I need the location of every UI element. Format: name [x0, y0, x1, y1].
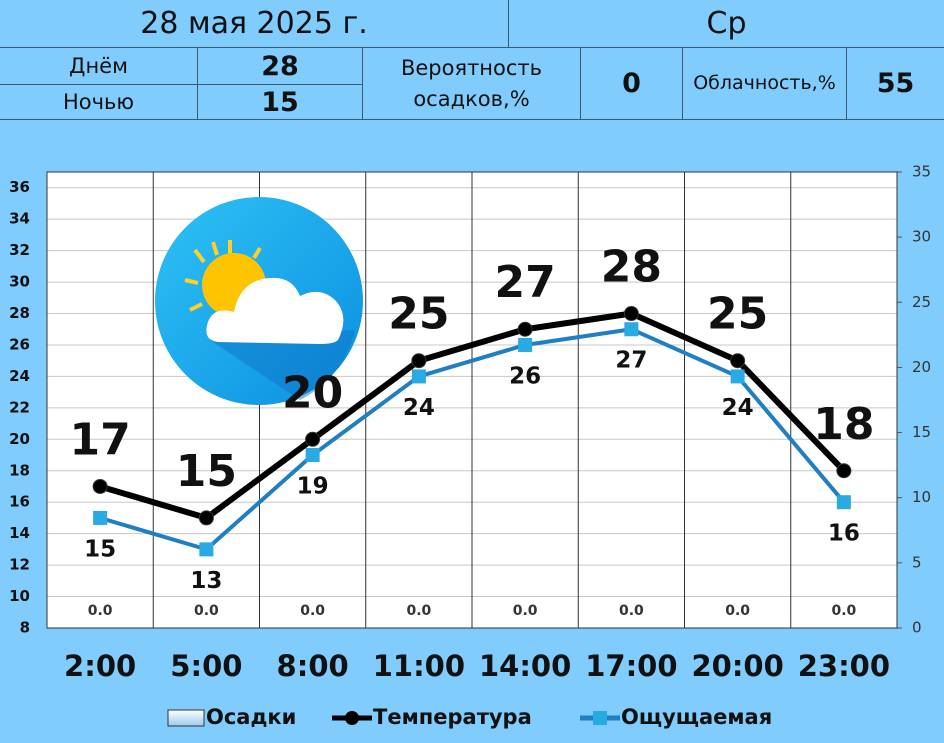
point: [624, 322, 639, 337]
y-tick-label: 34: [9, 210, 30, 228]
y-tick-label: 26: [9, 335, 30, 353]
legend-marker: [345, 711, 359, 725]
data-label: 25: [388, 289, 449, 340]
y-tick-label: 24: [9, 367, 30, 385]
data-label: 27: [615, 348, 647, 374]
y-tick-label: 16: [9, 493, 30, 511]
y2-tick-label: 5: [912, 553, 922, 571]
y2-tick-label: 35: [912, 163, 931, 181]
data-label: 19: [297, 474, 329, 500]
y2-tick-label: 10: [912, 488, 931, 506]
data-label: 20: [282, 367, 343, 418]
legend-label: Осадки: [206, 705, 296, 729]
point: [411, 353, 427, 369]
data-label: 16: [828, 521, 860, 547]
x-tick-label: 23:00: [798, 649, 890, 683]
x-tick-label: 2:00: [64, 649, 136, 683]
y-tick-label: 22: [9, 398, 30, 416]
point: [92, 478, 108, 494]
data-label: 25: [707, 289, 768, 340]
x-tick-label: 17:00: [585, 649, 677, 683]
point: [305, 448, 320, 463]
data-label: 13: [190, 568, 222, 594]
point: [305, 431, 321, 447]
point: [836, 463, 852, 479]
x-tick-label: 11:00: [373, 649, 465, 683]
y-tick-label: 14: [9, 524, 30, 542]
x-tick-label: 8:00: [277, 649, 349, 683]
point: [517, 321, 533, 337]
legend-swatch: [167, 709, 205, 727]
y-tick-label: 36: [9, 178, 30, 196]
data-label: 24: [722, 395, 754, 421]
point: [198, 510, 214, 526]
y2-tick-label: 30: [912, 228, 931, 246]
precip-value: 0: [581, 48, 683, 120]
y-tick-label: 32: [9, 241, 30, 259]
cloud-label: Облачность,%: [683, 48, 847, 120]
weather-icon: [155, 197, 363, 405]
y2-tick-label: 20: [912, 358, 931, 376]
night-label: Ночью: [0, 85, 198, 120]
precip-label: 0.0: [831, 603, 856, 619]
point: [93, 510, 108, 525]
x-tick-label: 5:00: [170, 649, 242, 683]
data-label: 15: [176, 446, 237, 497]
y-tick-label: 28: [9, 304, 30, 322]
legend-label: Ощущаемая: [621, 705, 772, 729]
precip-label: 0.0: [406, 603, 431, 619]
series-line: [99, 327, 846, 552]
point: [730, 369, 745, 384]
weekday: Ср: [509, 0, 944, 48]
point: [199, 542, 214, 557]
point: [730, 353, 746, 369]
y2-tick-label: 0: [912, 619, 922, 637]
precip-label: 0.0: [725, 603, 750, 619]
x-tick-label: 20:00: [691, 649, 783, 683]
legend-label: Температура: [373, 705, 532, 729]
series-line: [99, 310, 847, 521]
data-label: 28: [601, 242, 662, 293]
night-value: 15: [198, 85, 363, 120]
y-tick-label: 12: [9, 556, 30, 574]
y-tick-label: 30: [9, 273, 30, 291]
point: [836, 495, 851, 510]
x-tick-label: 14:00: [479, 649, 571, 683]
precip-label: 0.0: [513, 603, 538, 619]
data-label: 18: [813, 399, 874, 450]
legend-marker: [593, 711, 607, 725]
precip-label: Вероятность осадков,%: [363, 48, 581, 120]
precip-label: 0.0: [88, 603, 113, 619]
data-label: 27: [495, 257, 556, 308]
y-tick-label: 20: [9, 430, 30, 448]
y-tick-label: 8: [20, 619, 30, 637]
y-tick-label: 18: [9, 461, 30, 479]
y2-tick-label: 25: [912, 293, 931, 311]
day-label: Днём: [0, 48, 198, 85]
date: 28 мая 2025 г.: [0, 0, 509, 48]
point: [411, 369, 426, 384]
precip-label: 0.0: [300, 603, 325, 619]
plot-border: [46, 171, 898, 629]
data-label: 26: [509, 363, 541, 389]
data-label: 17: [70, 414, 131, 465]
precip-label: 0.0: [619, 603, 644, 619]
day-value: 28: [198, 48, 363, 85]
point: [623, 306, 639, 322]
point: [518, 337, 533, 352]
data-label: 15: [84, 536, 116, 562]
y-tick-label: 10: [9, 587, 30, 605]
y2-tick-label: 15: [912, 423, 931, 441]
data-label: 24: [403, 395, 435, 421]
cloud-value: 55: [847, 48, 944, 120]
precip-label: 0.0: [194, 603, 219, 619]
